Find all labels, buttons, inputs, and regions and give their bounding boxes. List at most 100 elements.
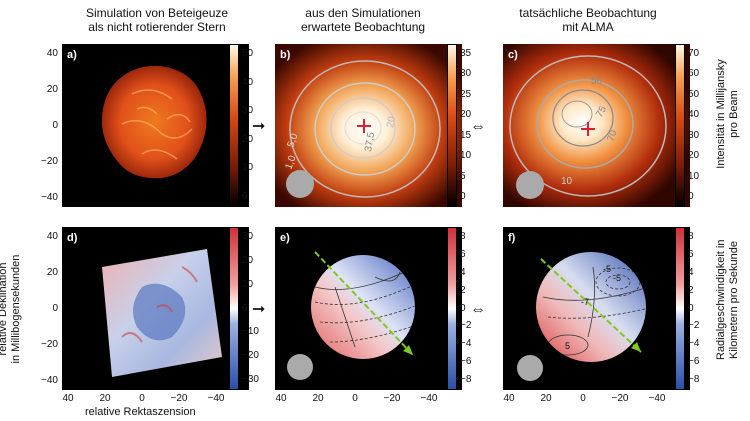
rotation-axis-arrow	[540, 258, 642, 353]
y-tick-label: −40	[41, 192, 58, 203]
colorbar-tick-label: 10	[242, 278, 254, 290]
beam-circle	[286, 170, 314, 198]
x-tick-label: 0	[352, 393, 358, 404]
panel-e-image	[287, 251, 415, 380]
panel-label: a)	[67, 49, 77, 61]
colorbar-tick-label: 25	[460, 88, 472, 100]
colorbar-tick-label: 6	[460, 248, 466, 260]
y-axis-label: relative Deklination in Millibogensekund…	[0, 254, 23, 364]
column-title-line: als nicht rotierender Stern	[88, 20, 226, 34]
axis-label-line: in Millibogensekunden	[10, 254, 22, 364]
colorbar-tick-label: 10	[242, 162, 254, 174]
x-tick-label: −40	[648, 393, 666, 404]
x-tick-label: −40	[420, 393, 438, 404]
panel-d-image	[102, 249, 222, 377]
colorbar-tick-label: 0	[688, 191, 694, 202]
panel-c-alma-intensity: 50 75 70 10 c)	[503, 44, 690, 207]
colorbar-c	[675, 44, 685, 207]
colorbar-tick-label: 8	[688, 231, 694, 242]
x-axis-label: relative Rektaszension	[85, 406, 196, 418]
x-tick-label: 20	[540, 393, 552, 404]
colorbar-tick-label: 0	[688, 302, 694, 314]
colorbar-tick-label: 70	[688, 48, 700, 59]
double-arrow-icon: ⇔	[470, 301, 486, 318]
colorbar-tick-label: 0	[460, 191, 466, 202]
panel-b-image: 5,0 1,0 37,5 20	[275, 44, 462, 207]
star-shape	[101, 65, 207, 179]
colorbar-tick-label: 60	[688, 68, 700, 80]
column-title-line: Simulation von Beteigeuze	[85, 6, 229, 20]
y-tick-label: 0	[52, 120, 58, 131]
column-title-line: erwartete Beobachtung	[300, 20, 426, 34]
contour-label: 10	[561, 176, 573, 187]
colorbar-tick-label: 30	[460, 68, 472, 80]
contour-label: 1,0	[283, 154, 298, 171]
colorbar-tick-label: 20	[688, 150, 700, 162]
beam-circle	[517, 355, 543, 381]
y-tick-label: 40	[46, 231, 58, 242]
colorbar-tick-label: 8	[460, 231, 466, 242]
axis-label-line: relative Deklination	[0, 262, 9, 356]
colorbar-tick-label: 2	[460, 284, 466, 296]
panel-b-expected-intensity: 5,0 1,0 37,5 20 b)	[275, 44, 462, 207]
axis-label-line: pro Beam	[728, 90, 740, 138]
panel-label: d)	[67, 232, 78, 244]
x-tick-label: 40	[62, 393, 74, 404]
colorbar-tick-label: 0	[460, 302, 466, 314]
x-tick-label: 20	[312, 393, 324, 404]
panel-a-simulation-intensity: a)	[62, 44, 249, 207]
colorbar-tick-label: 2	[688, 284, 694, 296]
colorbar-d	[229, 227, 239, 390]
x-tick-label: 0	[580, 393, 586, 404]
colorbar-tick-label: 20	[242, 254, 254, 266]
colorbar-a	[229, 44, 239, 207]
column-title-line: aus den Simulationen	[305, 6, 421, 20]
colorbar-tick-label: 30	[242, 105, 254, 117]
panel-e-expected-velocity: e)	[275, 227, 462, 390]
y-tick-label: 20	[46, 267, 58, 278]
axis-label-line: Intensität in Millijansky	[715, 59, 727, 169]
panel-c-image: 50 75 70 10	[503, 44, 690, 207]
beam-circle	[516, 171, 544, 199]
colorbar-tick-label: 20	[242, 133, 254, 145]
contour-label: 50	[591, 76, 603, 87]
y-tick-label: 20	[46, 84, 58, 95]
contour-label: 20	[385, 115, 398, 128]
colorbar-tick-label: 4	[688, 266, 694, 278]
contour-label: 37,5	[363, 131, 377, 153]
colorbar-tick-label: 15	[460, 129, 472, 141]
colorbar-tick-label: −4	[688, 338, 700, 350]
contour-label: -5	[603, 264, 611, 274]
colorbar-tick-label: −2	[688, 320, 700, 332]
column-title-alma: tatsächliche Beobachtung mit ALMA	[493, 6, 683, 34]
panel-a-image	[101, 65, 207, 179]
colorbar-tick-label: 40	[242, 76, 254, 88]
arrow-right-icon: ➞	[252, 301, 266, 318]
column-title-expected: aus den Simulationen erwartete Beobachtu…	[268, 6, 458, 34]
panel-label: c)	[508, 49, 518, 61]
double-arrow-icon: ⇔	[470, 118, 486, 135]
x-tick-label: −20	[611, 393, 629, 404]
y-tick-label: 0	[52, 303, 58, 314]
colorbar-tick-label: −10	[242, 326, 259, 338]
colorbar-e	[447, 227, 457, 390]
column-title-simulation: Simulation von Beteigeuze als nicht roti…	[62, 6, 252, 34]
x-tick-label: −20	[170, 393, 188, 404]
colorbar-tick-label: 30	[688, 129, 700, 141]
contour-label: -7	[581, 297, 589, 307]
colorbar-tick-label: 30	[242, 231, 254, 242]
panel-label: b)	[280, 49, 291, 61]
panel-f-alma-velocity: -5 -5 -7 5 f)	[503, 227, 690, 390]
axis-label-line: Radialgeschwindigkeit in	[715, 239, 727, 360]
colorbar-tick-label: −20	[242, 350, 259, 362]
panel-f-image: -5 -5 -7 5	[517, 252, 646, 381]
colorbar-tick-label: 50	[688, 88, 700, 100]
beam-circle	[287, 354, 313, 380]
y-tick-label: −40	[41, 375, 58, 386]
colorbar-tick-label: −6	[688, 356, 700, 368]
colorbar-tick-label: 5	[460, 170, 466, 182]
y-tick-label: 40	[46, 48, 58, 59]
colorbar-b	[447, 44, 457, 207]
contour-label: 70	[605, 128, 619, 143]
contour-label: 75	[594, 104, 609, 120]
